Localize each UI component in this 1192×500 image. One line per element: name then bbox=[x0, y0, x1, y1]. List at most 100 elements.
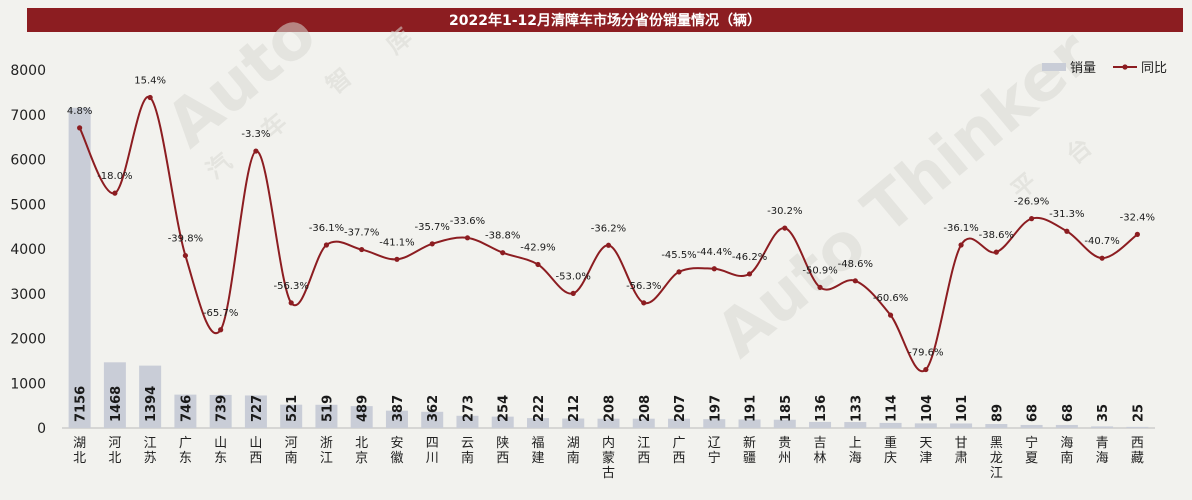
yoy-label: -60.6% bbox=[873, 293, 908, 304]
bar bbox=[738, 419, 761, 428]
category-label: 陕西 bbox=[496, 436, 509, 466]
yoy-label: -26.9% bbox=[1014, 197, 1049, 208]
yoy-point bbox=[711, 266, 717, 272]
bar-value-label: 185 bbox=[779, 395, 794, 422]
bar bbox=[68, 107, 91, 429]
bar-value-label: 89 bbox=[990, 404, 1005, 422]
watermark-text: 库 bbox=[381, 23, 417, 60]
bar bbox=[914, 423, 937, 428]
y-tick-label: 2000 bbox=[10, 332, 46, 348]
bar bbox=[385, 410, 408, 428]
legend: 销量 同比 bbox=[1042, 61, 1167, 76]
bar-value-label: 208 bbox=[603, 395, 618, 422]
bar bbox=[703, 419, 726, 428]
yoy-label: -36.1% bbox=[943, 223, 978, 234]
yoy-label: -44.4% bbox=[697, 247, 732, 258]
bar-value-label: 212 bbox=[567, 395, 582, 422]
yoy-label: -30.2% bbox=[767, 206, 802, 217]
yoy-label: -32.4% bbox=[1120, 212, 1155, 223]
bar bbox=[879, 422, 902, 428]
yoy-point bbox=[1134, 231, 1140, 237]
yoy-label: -65.7% bbox=[203, 308, 238, 319]
yoy-point bbox=[1028, 216, 1035, 222]
bar-value-label: 521 bbox=[285, 395, 300, 422]
category-label: 天津 bbox=[919, 436, 932, 466]
legend-bar-swatch bbox=[1042, 63, 1066, 71]
yoy-point bbox=[464, 235, 471, 241]
bar bbox=[1126, 426, 1149, 428]
yoy-point bbox=[1064, 228, 1070, 234]
bar bbox=[809, 421, 832, 428]
yoy-point bbox=[958, 242, 964, 248]
yoy-point bbox=[500, 250, 506, 256]
yoy-label: -56.3% bbox=[626, 281, 661, 292]
bar-value-label: 739 bbox=[215, 395, 230, 422]
yoy-label: -38.6% bbox=[979, 230, 1014, 241]
bar-value-label: 207 bbox=[673, 395, 688, 422]
bar-value-label: 68 bbox=[1026, 404, 1041, 422]
category-label: 宁夏 bbox=[1025, 435, 1038, 466]
yoy-point bbox=[253, 148, 259, 154]
yoy-point bbox=[746, 271, 753, 277]
yoy-point bbox=[993, 249, 999, 255]
bar bbox=[668, 418, 691, 428]
bar bbox=[209, 394, 232, 428]
bar bbox=[844, 422, 867, 428]
category-label: 江西 bbox=[637, 436, 650, 466]
category-label: 内蒙古 bbox=[602, 435, 615, 481]
yoy-point bbox=[323, 242, 330, 248]
category-label: 江苏 bbox=[144, 436, 157, 466]
category-label: 山西 bbox=[249, 436, 262, 466]
yoy-point bbox=[535, 261, 541, 268]
yoy-point bbox=[605, 242, 612, 248]
category-label: 河南 bbox=[285, 436, 298, 466]
category-label: 西藏 bbox=[1131, 436, 1144, 466]
bar-value-label: 114 bbox=[885, 395, 900, 422]
category-label: 安徽 bbox=[390, 436, 403, 466]
category-label: 贵州 bbox=[778, 436, 791, 466]
yoy-label: -50.9% bbox=[802, 265, 837, 276]
yoy-point bbox=[218, 327, 224, 333]
yoy-point bbox=[782, 225, 788, 231]
category-label: 北京 bbox=[355, 436, 368, 466]
yoy-point bbox=[359, 246, 365, 253]
yoy-label: -3.3% bbox=[241, 129, 270, 140]
y-tick-label: 5000 bbox=[10, 197, 46, 213]
yoy-point bbox=[852, 278, 858, 284]
chart-title: 2022年1-12月清障车市场分省份销量情况（辆） bbox=[27, 8, 1183, 32]
yoy-point bbox=[394, 256, 400, 262]
bar-value-label: 104 bbox=[920, 395, 935, 422]
yoy-point bbox=[923, 366, 929, 373]
bar bbox=[562, 418, 585, 428]
y-tick-label: 6000 bbox=[10, 153, 46, 169]
bar-value-label: 35 bbox=[1096, 404, 1111, 422]
category-label: 新疆 bbox=[743, 435, 756, 466]
bar-value-label: 1468 bbox=[109, 386, 124, 422]
bar-value-label: 25 bbox=[1131, 404, 1146, 422]
bar-value-label: 519 bbox=[320, 395, 335, 422]
yoy-label: 4.8% bbox=[67, 106, 92, 117]
bar bbox=[950, 423, 973, 428]
yoy-label: -39.8% bbox=[168, 234, 203, 245]
yoy-label: -42.9% bbox=[520, 242, 555, 253]
bar bbox=[632, 418, 655, 428]
yoy-label: -38.8% bbox=[485, 231, 520, 242]
yoy-point bbox=[429, 241, 435, 247]
yoy-point bbox=[147, 94, 153, 101]
bar-value-label: 273 bbox=[461, 395, 476, 422]
legend-bar-label: 销量 bbox=[1070, 61, 1096, 76]
bar bbox=[315, 404, 338, 428]
category-label: 吉林 bbox=[814, 436, 827, 466]
bar bbox=[773, 419, 796, 428]
category-label: 广东 bbox=[179, 436, 192, 466]
legend-line-marker bbox=[1122, 64, 1128, 70]
category-label: 甘肃 bbox=[955, 436, 968, 466]
yoy-label: -40.7% bbox=[1084, 236, 1119, 247]
category-label: 辽宁 bbox=[708, 436, 721, 466]
yoy-label: -33.6% bbox=[450, 216, 485, 227]
yoy-label: -36.1% bbox=[309, 223, 344, 234]
bar bbox=[350, 406, 373, 428]
y-tick-label: 7000 bbox=[10, 108, 46, 124]
bar-value-label: 746 bbox=[179, 395, 194, 422]
